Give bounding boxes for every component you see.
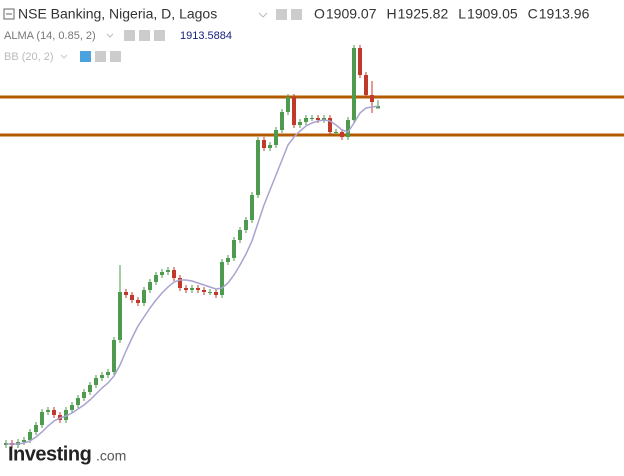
candle-body xyxy=(40,412,44,425)
settings-icon[interactable] xyxy=(139,30,150,41)
candle-body xyxy=(232,240,236,258)
plot xyxy=(0,45,624,448)
candle-body xyxy=(340,132,344,137)
candle-body xyxy=(262,140,266,148)
indicator-value: 1913.5884 xyxy=(180,30,232,42)
candle-body xyxy=(22,440,26,442)
candle-body xyxy=(214,292,218,295)
candle-body xyxy=(196,288,200,290)
candle-body xyxy=(376,106,380,109)
candle-body xyxy=(298,122,302,125)
candle-body xyxy=(136,300,140,303)
logo-brand: Investing xyxy=(8,443,91,465)
candle-body xyxy=(268,145,272,148)
candle-body xyxy=(322,118,326,120)
candle-body xyxy=(292,97,296,125)
candle-body xyxy=(208,292,212,293)
ohlc-value: 1909.07 xyxy=(326,6,377,22)
candle-body xyxy=(142,290,146,303)
ohlc-value: 1909.05 xyxy=(467,6,518,22)
dropdown-icon[interactable] xyxy=(106,33,114,38)
dropdown-icon[interactable] xyxy=(60,54,68,59)
dropdown-icon[interactable] xyxy=(258,12,268,18)
close-icon[interactable] xyxy=(154,30,165,41)
chart-title: NSE Banking, Nigeria, D, Lagos xyxy=(18,6,217,22)
candle-body xyxy=(286,97,290,112)
visibility-icon[interactable] xyxy=(124,30,135,41)
candle-body xyxy=(28,432,32,440)
candle-body xyxy=(202,290,206,292)
candle-body xyxy=(274,130,278,145)
candle-body xyxy=(226,258,230,262)
candle-body xyxy=(100,375,104,378)
candle-body xyxy=(160,272,164,275)
settings-icon[interactable] xyxy=(95,51,106,62)
candle-body xyxy=(238,230,242,240)
candle-body xyxy=(370,95,374,102)
candle-body xyxy=(250,195,254,220)
candle-body xyxy=(94,378,98,385)
candle-body xyxy=(106,372,110,375)
ohlc-label: O xyxy=(314,6,325,22)
ohlc-value: 1925.82 xyxy=(398,6,449,22)
candle-body xyxy=(310,118,314,119)
ohlc-value: 1913.96 xyxy=(539,6,590,22)
close-icon[interactable] xyxy=(291,9,302,20)
candle-body xyxy=(346,120,350,137)
logo-suffix: .com xyxy=(96,448,126,464)
candle-body xyxy=(130,295,134,300)
candle-body xyxy=(178,278,182,288)
candle-body xyxy=(118,292,122,340)
candle-body xyxy=(334,132,338,133)
candle-body xyxy=(148,282,152,290)
candle-body xyxy=(220,262,224,295)
candle-body xyxy=(52,410,56,415)
candle-body xyxy=(172,270,176,278)
candle-body xyxy=(82,392,86,398)
candle-body xyxy=(280,112,284,130)
settings-icon[interactable] xyxy=(276,9,287,20)
candle-body xyxy=(154,275,158,282)
candle-body xyxy=(64,410,68,420)
candle-body xyxy=(304,118,308,122)
candle-body xyxy=(364,75,368,95)
candle-body xyxy=(244,220,248,230)
candle-body xyxy=(328,118,332,132)
candle-body xyxy=(88,385,92,392)
collapse-icon[interactable] xyxy=(3,8,15,20)
candle-body xyxy=(46,410,50,412)
candle-body xyxy=(358,48,362,75)
candle-body xyxy=(124,292,128,295)
ohlc-readout: O 1909.07 H 1925.82 L 1909.05 C 1913.96 xyxy=(314,6,590,22)
indicator-label: ALMA (14, 0.85, 2) xyxy=(4,30,96,42)
ohlc-label: H xyxy=(387,6,397,22)
candle-body xyxy=(112,340,116,372)
candle-body xyxy=(184,288,188,290)
candle-body xyxy=(190,288,194,290)
candle-body xyxy=(352,48,356,120)
candle-body xyxy=(256,140,260,195)
candle-body xyxy=(76,398,80,405)
candle-body xyxy=(70,405,74,410)
indicator-label: BB (20, 2) xyxy=(4,51,54,63)
candle-body xyxy=(34,425,38,432)
candle-body xyxy=(316,118,320,120)
ohlc-label: C xyxy=(528,6,538,22)
ohlc-label: L xyxy=(458,6,466,22)
close-icon[interactable] xyxy=(110,51,121,62)
alma-line xyxy=(6,105,379,445)
candle-body xyxy=(166,270,170,272)
visibility-icon[interactable] xyxy=(80,51,91,62)
